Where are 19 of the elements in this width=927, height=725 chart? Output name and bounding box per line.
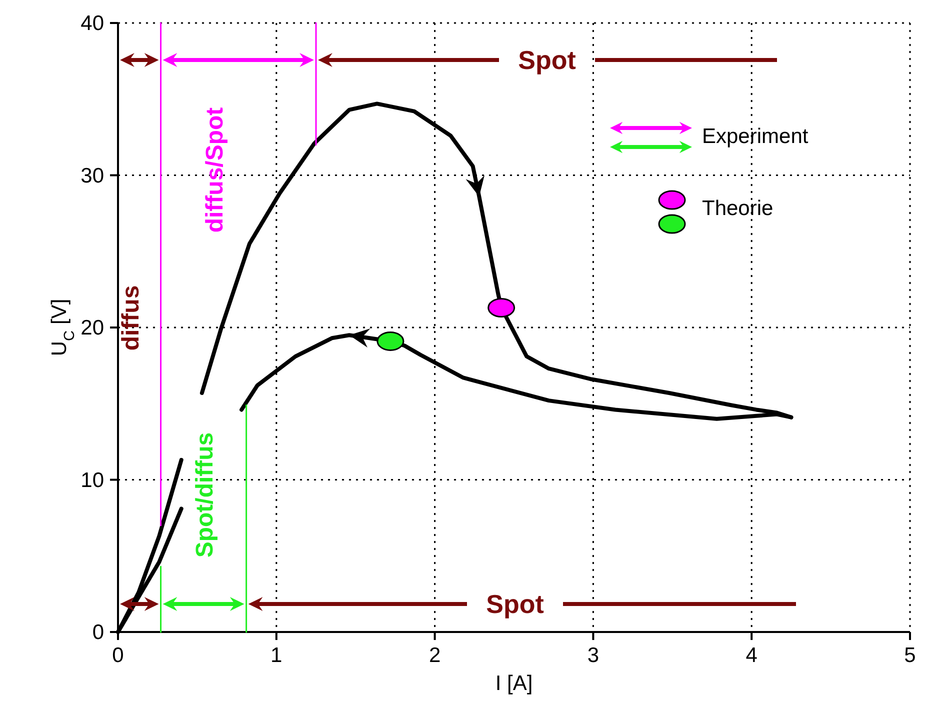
x-tick-label: 2 bbox=[428, 644, 441, 667]
x-tick-label: 3 bbox=[587, 644, 600, 667]
y-tick-label: 40 bbox=[80, 12, 104, 35]
annotation: Spot bbox=[518, 45, 576, 75]
y-tick-label: 0 bbox=[92, 621, 104, 644]
annotation: Spot bbox=[486, 589, 544, 619]
x-tick-label: 1 bbox=[270, 644, 282, 667]
legend-label: Experiment bbox=[702, 125, 808, 148]
y-tick-label: 30 bbox=[80, 164, 104, 188]
y-tick-label: 10 bbox=[80, 468, 104, 492]
x-tick-label: 5 bbox=[904, 644, 916, 667]
annotation: diffus/Spot bbox=[202, 107, 228, 233]
annotation: Spot/diffus bbox=[192, 432, 218, 558]
y-tick-label: 20 bbox=[80, 316, 104, 340]
annotation: diffus bbox=[118, 285, 144, 351]
x-axis-title: I [A] bbox=[495, 672, 533, 695]
legend-label: Theorie bbox=[702, 197, 774, 220]
x-tick-label: 0 bbox=[112, 644, 124, 667]
x-tick-label: 4 bbox=[746, 644, 758, 667]
